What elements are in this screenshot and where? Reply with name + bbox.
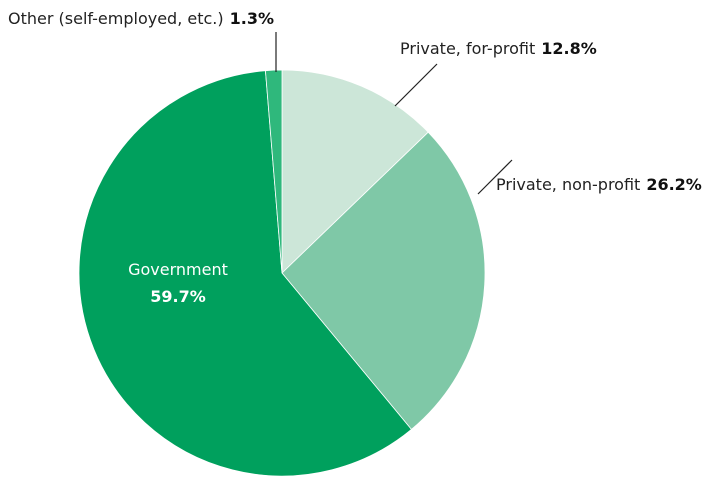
leader-lines xyxy=(275,32,513,195)
slice-value-private-for-profit: 12.8% xyxy=(541,39,597,58)
slice-value-government: 59.7% xyxy=(150,287,206,306)
slice-name-private-for-profit: Private, for-profit xyxy=(400,39,535,58)
slice-name-private-non-profit: Private, non-profit xyxy=(496,175,640,194)
slice-other xyxy=(265,69,283,274)
slice-label-private-non-profit: Private, non-profit 26.2% xyxy=(496,175,702,194)
slice-label-private-for-profit: Private, for-profit 12.8% xyxy=(400,39,597,58)
slice-name-other: Other (self-employed, etc.) xyxy=(8,9,224,28)
pie-slices xyxy=(78,69,486,477)
leader-private-for-profit xyxy=(394,63,438,107)
slice-name-government: Government xyxy=(128,260,228,279)
slice-value-other: 1.3% xyxy=(230,9,274,28)
slice-government xyxy=(78,70,412,477)
slice-value-private-non-profit: 26.2% xyxy=(646,175,702,194)
slice-label-other: Other (self-employed, etc.) 1.3% xyxy=(8,9,274,28)
leader-private-non-profit xyxy=(477,159,513,195)
slice-private-non-profit xyxy=(281,131,486,430)
slice-private-for-profit xyxy=(281,69,429,274)
